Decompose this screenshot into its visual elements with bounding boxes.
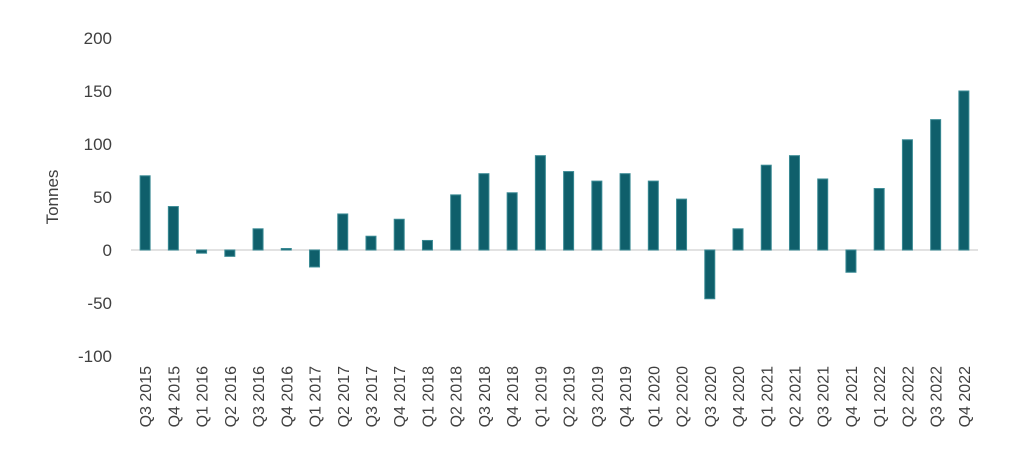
x-tick-label: Q3 2022 [929, 366, 946, 427]
bar [421, 239, 433, 251]
x-tick-label: Q3 2021 [816, 366, 833, 427]
y-tick-label: 150 [84, 82, 112, 101]
x-tick-label: Q3 2019 [590, 366, 607, 427]
x-tick-label: Q1 2021 [759, 366, 776, 427]
x-tick-label: Q1 2020 [646, 366, 663, 427]
bar [760, 164, 772, 251]
x-tick-label: Q2 2021 [787, 366, 804, 427]
bar [788, 155, 800, 251]
x-tick-label: Q4 2019 [618, 366, 635, 427]
bar [619, 173, 631, 251]
bar [139, 175, 151, 251]
bar [252, 228, 264, 251]
y-tick-label: 100 [84, 135, 112, 154]
x-tick-label: Q2 2020 [675, 366, 692, 427]
bar [845, 249, 857, 273]
bar [393, 218, 405, 251]
x-tick-label: Q2 2016 [223, 366, 240, 427]
x-tick-label: Q4 2020 [731, 366, 748, 427]
x-tick-label: Q2 2017 [336, 366, 353, 427]
bar [704, 249, 716, 300]
x-tick-label: Q4 2022 [957, 366, 974, 427]
x-tick-label: Q3 2018 [477, 366, 494, 427]
bar [365, 235, 377, 251]
bars [139, 90, 970, 300]
x-tick-label: Q1 2016 [195, 366, 212, 427]
y-tick-label: -50 [87, 294, 112, 313]
x-tick-label: Q4 2016 [279, 366, 296, 427]
bar [591, 180, 603, 251]
x-tick-label: Q3 2020 [703, 366, 720, 427]
x-tick-label: Q1 2019 [533, 366, 550, 427]
x-tick-label: Q3 2015 [138, 366, 155, 427]
bar [873, 188, 885, 251]
bar [337, 213, 349, 251]
bar [817, 178, 829, 251]
x-tick-label: Q4 2021 [844, 366, 861, 427]
x-tick-label: Q1 2018 [420, 366, 437, 427]
bar [647, 180, 659, 251]
bar [280, 248, 292, 251]
y-tick-label: -100 [78, 347, 112, 366]
y-tick-label: 200 [84, 29, 112, 48]
bar [901, 139, 913, 251]
x-tick-label: Q4 2018 [505, 366, 522, 427]
bar [478, 173, 490, 251]
x-axis: Q3 2015 Q4 2015 Q1 2016 Q2 2016 Q3 2016 Q4 20… [138, 366, 974, 427]
bar [676, 198, 688, 251]
x-tick-label: Q4 2017 [392, 366, 409, 427]
y-tick-label: 50 [93, 188, 112, 207]
x-tick-label: Q3 2017 [364, 366, 381, 427]
bar [224, 249, 236, 257]
x-tick-label: Q1 2017 [308, 366, 325, 427]
bar [506, 192, 518, 251]
bar [732, 228, 744, 251]
x-tick-label: Q2 2018 [449, 366, 466, 427]
bar [958, 90, 970, 251]
bar [563, 171, 575, 251]
bar [167, 206, 179, 251]
bar [534, 155, 546, 251]
y-axis: 200 150 100 50 0 -50 -100 [78, 29, 112, 366]
bar [196, 249, 208, 254]
y-tick-label: 0 [103, 241, 112, 260]
x-tick-label: Q3 2016 [251, 366, 268, 427]
bar [309, 249, 321, 268]
x-tick-label: Q2 2022 [900, 366, 917, 427]
x-tick-label: Q4 2015 [166, 366, 183, 427]
x-tick-label: Q1 2022 [872, 366, 889, 427]
bar [930, 119, 942, 251]
y-axis-title: Tonnes [43, 170, 62, 225]
x-tick-label: Q2 2019 [562, 366, 579, 427]
bar [450, 194, 462, 251]
